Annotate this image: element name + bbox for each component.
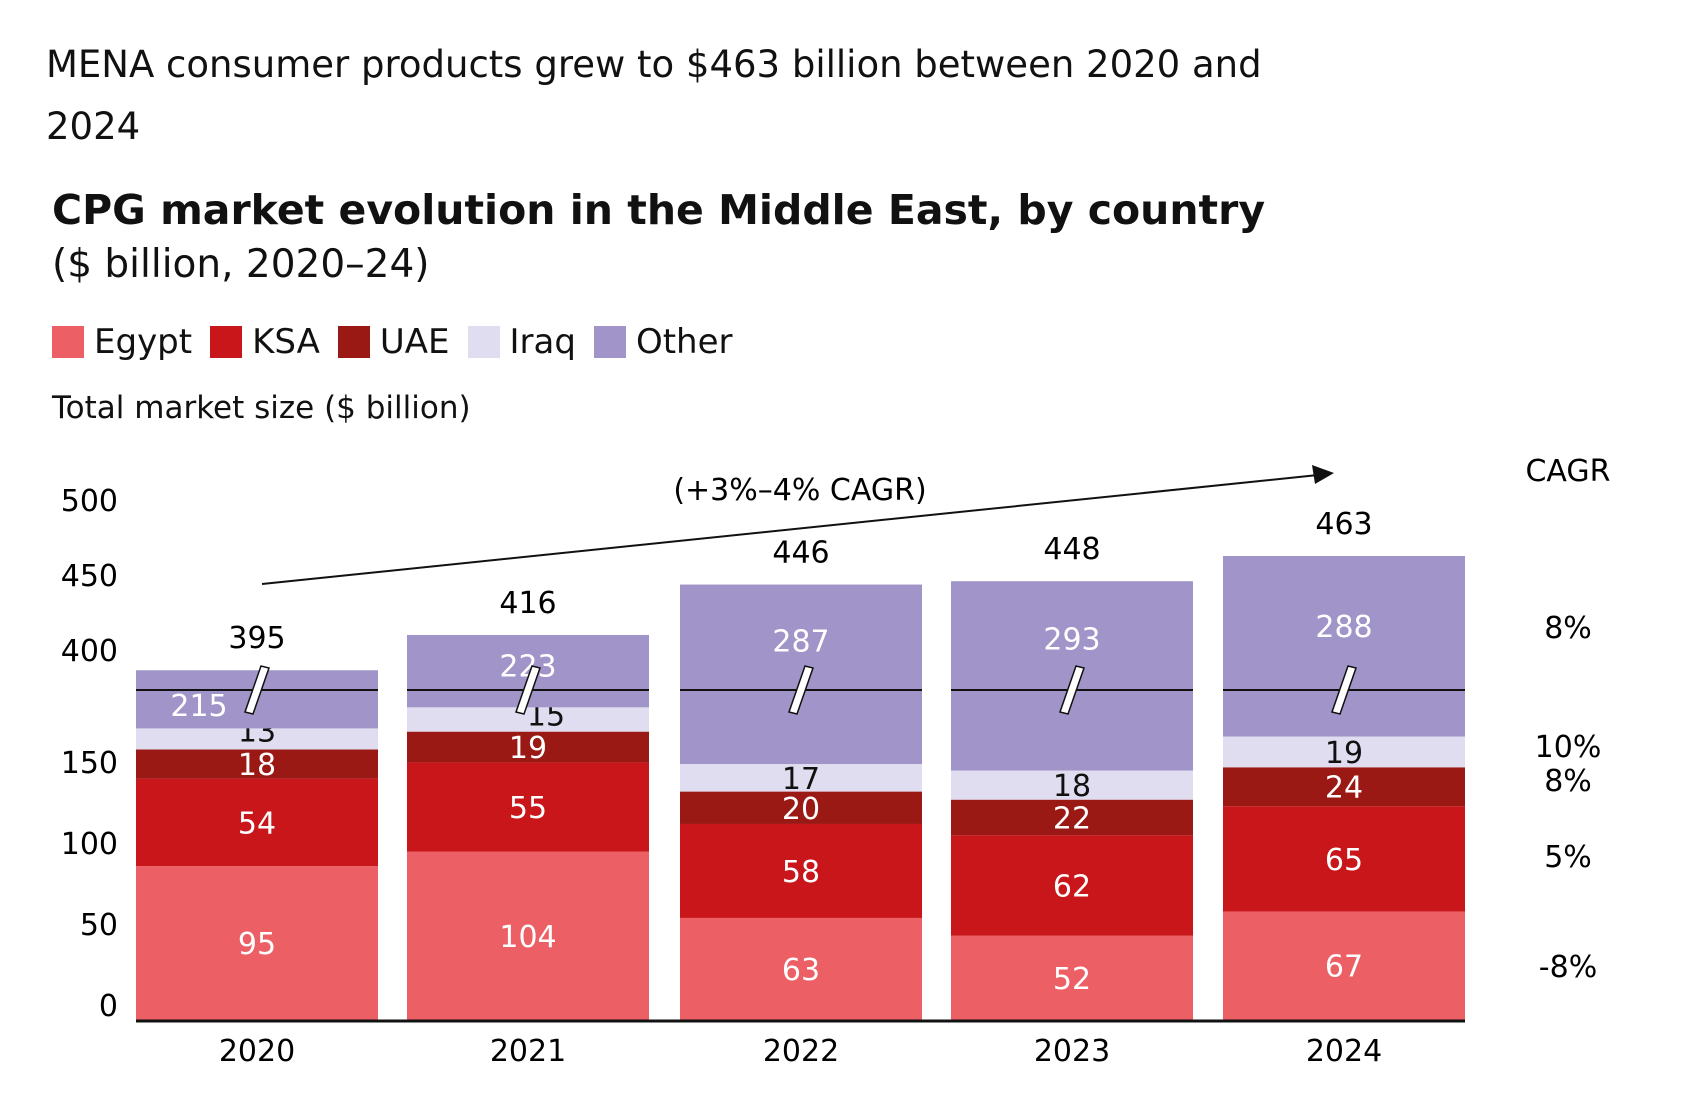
segment-label: 67 bbox=[1325, 950, 1363, 985]
legend-item-iraq: Iraq bbox=[467, 322, 576, 362]
y-tick-label: 50 bbox=[80, 908, 118, 943]
total-label: 416 bbox=[499, 586, 556, 621]
segment-label: 24 bbox=[1325, 771, 1363, 806]
legend-item-egypt: Egypt bbox=[52, 322, 192, 362]
total-label: 463 bbox=[1315, 507, 1372, 542]
chart-subtitle: ($ billion, 2020–24) bbox=[52, 242, 430, 287]
segment-label: 54 bbox=[238, 806, 276, 841]
legend-swatch bbox=[210, 326, 243, 358]
legend-item-other: Other bbox=[593, 322, 733, 362]
x-tick-label: 2023 bbox=[1034, 1034, 1110, 1069]
axis-break-mark bbox=[1331, 665, 1357, 715]
cagr-value: 10% bbox=[1535, 730, 1602, 765]
bar-segment-ksa bbox=[136, 778, 378, 867]
axis-break-mark bbox=[1059, 665, 1085, 715]
x-tick-label: 2020 bbox=[219, 1034, 295, 1069]
bar-segment-uae bbox=[407, 731, 649, 763]
bar-segment-iraq bbox=[1223, 736, 1465, 768]
bar-segment-ksa bbox=[1223, 806, 1465, 912]
legend-swatch bbox=[593, 326, 626, 358]
legend-label: Iraq bbox=[509, 322, 576, 362]
x-tick-label: 2022 bbox=[763, 1034, 839, 1069]
bar-segment-ksa bbox=[951, 835, 1193, 936]
bar-segment-other bbox=[680, 584, 922, 765]
segment-label: 287 bbox=[772, 624, 829, 659]
bar-segment-egypt bbox=[680, 917, 922, 1020]
segment-label: 215 bbox=[170, 689, 227, 724]
bar-segment-egypt bbox=[951, 935, 1193, 1020]
segment-label: 95 bbox=[238, 927, 276, 962]
bar-segment-iraq bbox=[951, 770, 1193, 800]
bar-segment-egypt bbox=[136, 866, 378, 1020]
bar-segment-other bbox=[1223, 556, 1465, 737]
y-tick-label: 450 bbox=[61, 559, 118, 594]
axis-break-mark bbox=[244, 665, 270, 715]
total-label: 395 bbox=[228, 621, 285, 656]
y-tick-label: 100 bbox=[61, 827, 118, 862]
segment-label: 18 bbox=[238, 748, 276, 783]
legend-item-uae: UAE bbox=[337, 322, 450, 362]
segment-label: 293 bbox=[1043, 623, 1100, 658]
bar-segment-egypt bbox=[1223, 911, 1465, 1020]
trend-arrow-line bbox=[261, 474, 1319, 585]
cagr-value: 8% bbox=[1544, 764, 1592, 799]
axis-break-mark bbox=[788, 665, 814, 715]
bar-segment-uae bbox=[1223, 767, 1465, 807]
legend-label: KSA bbox=[252, 322, 320, 362]
y-tick-label: 150 bbox=[61, 746, 118, 781]
segment-label: 62 bbox=[1053, 870, 1091, 905]
legend-swatch bbox=[337, 326, 370, 358]
segment-label: 18 bbox=[1053, 769, 1091, 804]
segment-label: 19 bbox=[509, 731, 547, 766]
bar-segment-uae bbox=[951, 799, 1193, 836]
total-label: 448 bbox=[1043, 532, 1100, 567]
cagr-value: 5% bbox=[1544, 840, 1592, 875]
segment-label: 19 bbox=[1325, 736, 1363, 771]
segment-label: 55 bbox=[509, 791, 547, 826]
y-axis-label: Total market size ($ billion) bbox=[52, 390, 471, 426]
legend-label: UAE bbox=[379, 322, 450, 362]
segment-label: 52 bbox=[1053, 962, 1091, 997]
legend-label: Other bbox=[635, 322, 733, 362]
total-label: 446 bbox=[772, 536, 829, 571]
bar-segment-iraq bbox=[136, 728, 378, 750]
bar-segment-iraq bbox=[680, 764, 922, 792]
bar-segment-uae bbox=[680, 791, 922, 824]
cagr-value: 8% bbox=[1544, 611, 1592, 646]
legend-label: Egypt bbox=[94, 322, 193, 362]
segment-label: 63 bbox=[782, 953, 820, 988]
trend-annotation: (+3%–4% CAGR) bbox=[673, 473, 926, 508]
segment-label: 104 bbox=[499, 920, 556, 955]
headline: MENA consumer products grew to $463 bill… bbox=[46, 43, 1262, 148]
segment-label: 65 bbox=[1325, 843, 1363, 878]
segment-label: 17 bbox=[782, 762, 820, 797]
x-tick-label: 2024 bbox=[1306, 1034, 1382, 1069]
bar-segment-uae bbox=[136, 749, 378, 779]
bar-segment-egypt bbox=[407, 851, 649, 1020]
legend: Egypt KSA UAE Iraq Other bbox=[52, 322, 737, 362]
segment-label: 288 bbox=[1315, 610, 1372, 645]
cagr-value: -8% bbox=[1539, 950, 1597, 985]
bar-segment-ksa bbox=[680, 823, 922, 918]
segment-label: 20 bbox=[782, 792, 820, 827]
y-tick-label: 500 bbox=[61, 484, 118, 519]
y-tick-label: 0 bbox=[99, 989, 118, 1024]
cagr-header: CAGR bbox=[1525, 454, 1610, 489]
legend-swatch bbox=[467, 326, 500, 358]
segment-label: 58 bbox=[782, 855, 820, 890]
legend-item-ksa: KSA bbox=[210, 322, 320, 362]
bar-segment-ksa bbox=[407, 762, 649, 852]
y-tick-label: 400 bbox=[61, 634, 118, 669]
x-tick-label: 2021 bbox=[490, 1034, 566, 1069]
legend-swatch bbox=[52, 326, 84, 358]
segment-label: 22 bbox=[1053, 802, 1091, 837]
arrow-head-icon bbox=[1312, 465, 1334, 484]
bar-segment-iraq bbox=[407, 707, 649, 732]
axis-break-mark bbox=[515, 665, 541, 715]
chart-title: CPG market evolution in the Middle East,… bbox=[52, 186, 1266, 234]
